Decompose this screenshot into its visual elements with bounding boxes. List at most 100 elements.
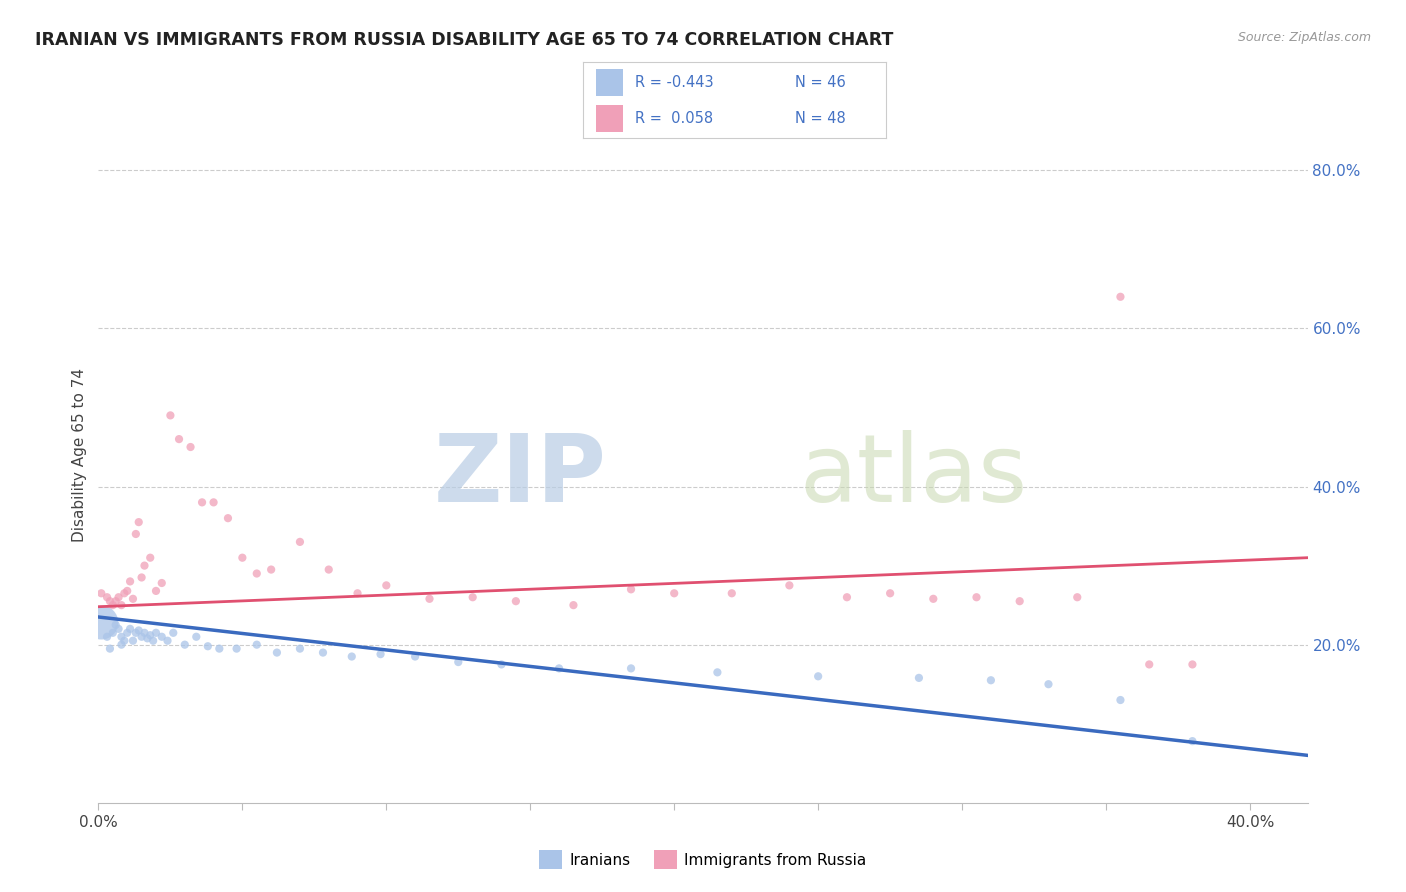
Point: [107, 622, 129, 636]
Point: [288, 534, 311, 549]
Point: [115, 583, 138, 598]
Point: [548, 661, 571, 675]
Point: [1066, 591, 1088, 605]
Point: [346, 586, 368, 600]
Point: [246, 638, 269, 652]
Point: [664, 586, 686, 600]
Point: [1109, 693, 1132, 707]
Point: [879, 586, 901, 600]
Point: [260, 563, 283, 577]
Point: [122, 633, 145, 648]
Point: [98, 641, 121, 656]
FancyBboxPatch shape: [596, 69, 623, 95]
Point: [128, 515, 150, 529]
Point: [162, 625, 184, 640]
Point: [112, 586, 135, 600]
Legend: Iranians, Immigrants from Russia: Iranians, Immigrants from Russia: [533, 845, 873, 875]
Point: [1137, 657, 1160, 672]
Point: [112, 633, 135, 648]
Point: [197, 639, 219, 653]
Point: [706, 665, 728, 680]
Point: [720, 586, 742, 600]
Point: [150, 630, 173, 644]
Point: [90, 615, 112, 630]
Point: [128, 624, 150, 638]
Point: [266, 646, 288, 660]
Point: [922, 591, 945, 606]
Point: [104, 618, 127, 632]
Point: [167, 432, 190, 446]
Point: [418, 591, 440, 606]
Point: [231, 550, 253, 565]
Point: [186, 630, 208, 644]
Text: N = 48: N = 48: [796, 111, 846, 126]
Point: [173, 638, 195, 652]
Text: N = 46: N = 46: [796, 75, 846, 90]
Point: [620, 661, 643, 675]
Point: [1008, 594, 1031, 608]
Point: [101, 598, 124, 612]
Point: [370, 647, 392, 661]
Point: [966, 591, 988, 605]
Point: [145, 625, 167, 640]
Point: [980, 673, 1002, 688]
Point: [778, 578, 800, 592]
Point: [145, 583, 167, 598]
Point: [159, 409, 181, 423]
Point: [101, 625, 124, 640]
Point: [1038, 677, 1060, 691]
Point: [217, 511, 239, 525]
FancyBboxPatch shape: [596, 105, 623, 132]
Point: [134, 558, 156, 573]
Point: [134, 625, 156, 640]
Point: [1181, 734, 1204, 748]
Point: [90, 586, 112, 600]
Point: [312, 646, 335, 660]
Point: [139, 550, 162, 565]
Point: [125, 625, 148, 640]
Point: [908, 671, 931, 685]
Point: [136, 632, 159, 646]
Point: [340, 649, 363, 664]
Text: ZIP: ZIP: [433, 430, 606, 522]
Point: [120, 574, 142, 589]
Point: [404, 649, 426, 664]
Text: R = -0.443: R = -0.443: [636, 75, 713, 90]
Point: [318, 563, 340, 577]
Point: [122, 591, 145, 606]
Point: [491, 657, 513, 672]
Point: [375, 578, 398, 592]
Point: [104, 594, 127, 608]
Point: [246, 566, 269, 581]
Point: [807, 669, 830, 683]
Point: [107, 591, 129, 605]
Text: atlas: atlas: [800, 430, 1028, 522]
Point: [835, 591, 858, 605]
Point: [1109, 290, 1132, 304]
Point: [125, 527, 148, 541]
Point: [180, 440, 202, 454]
Point: [156, 633, 179, 648]
Point: [202, 495, 225, 509]
Point: [447, 655, 470, 669]
Point: [461, 591, 484, 605]
Point: [131, 630, 153, 644]
Point: [208, 641, 231, 656]
Point: [150, 576, 173, 591]
Text: IRANIAN VS IMMIGRANTS FROM RUSSIA DISABILITY AGE 65 TO 74 CORRELATION CHART: IRANIAN VS IMMIGRANTS FROM RUSSIA DISABI…: [35, 31, 894, 49]
Point: [505, 594, 527, 608]
Point: [1181, 657, 1204, 672]
Text: Source: ZipAtlas.com: Source: ZipAtlas.com: [1237, 31, 1371, 45]
Point: [139, 628, 162, 642]
Point: [142, 633, 165, 648]
Point: [110, 630, 132, 644]
Point: [98, 594, 121, 608]
Point: [562, 598, 585, 612]
Point: [225, 641, 247, 656]
Point: [96, 630, 118, 644]
Point: [110, 598, 132, 612]
Point: [120, 622, 142, 636]
Point: [131, 570, 153, 584]
Point: [191, 495, 214, 509]
Point: [110, 638, 132, 652]
